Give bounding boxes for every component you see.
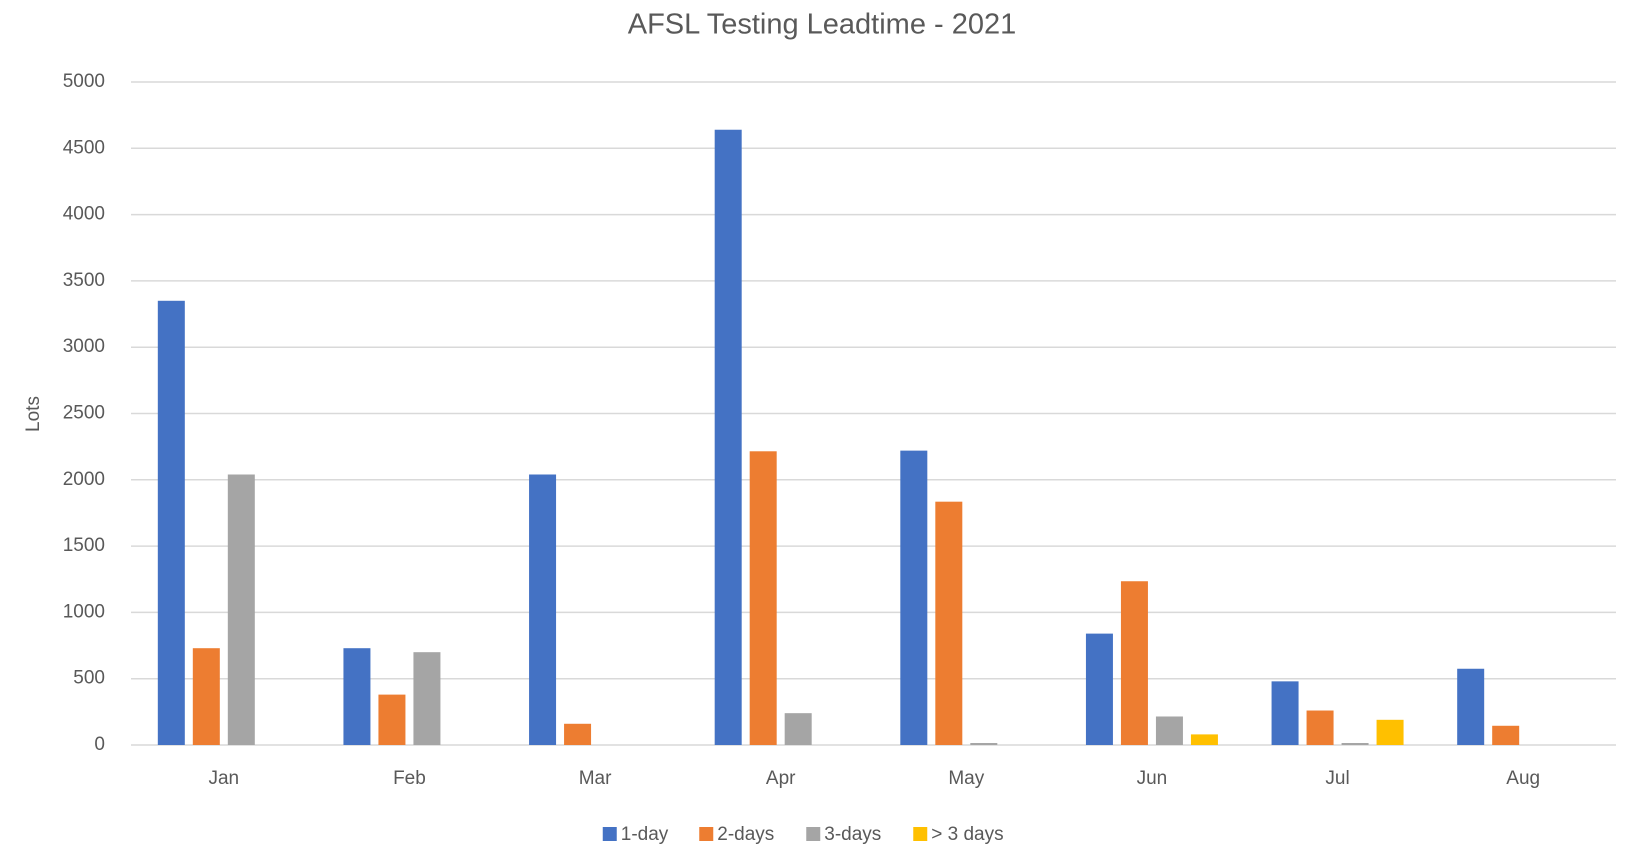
y-tick-label: 4000 bbox=[63, 204, 105, 225]
x-tick-label: Jan bbox=[208, 768, 239, 789]
bar bbox=[714, 129, 742, 746]
bar bbox=[378, 694, 406, 745]
bar bbox=[1457, 668, 1485, 745]
bar bbox=[1155, 716, 1183, 745]
bar bbox=[1376, 719, 1404, 745]
bar bbox=[192, 648, 220, 745]
x-tick-label: Aug bbox=[1506, 768, 1540, 789]
legend-swatch bbox=[602, 827, 617, 841]
y-tick-label: 0 bbox=[94, 734, 105, 755]
bar bbox=[1306, 710, 1334, 745]
x-tick-label: Jul bbox=[1325, 768, 1349, 789]
y-tick-label: 5000 bbox=[63, 71, 105, 92]
y-tick-label: 500 bbox=[73, 668, 105, 689]
y-tick-label: 2500 bbox=[63, 403, 105, 424]
bar bbox=[749, 451, 777, 745]
bar bbox=[343, 648, 371, 745]
legend-swatch bbox=[806, 827, 821, 841]
bar bbox=[413, 652, 441, 745]
x-tick-label: Jun bbox=[1137, 768, 1168, 789]
legend-label: 2-days bbox=[717, 824, 774, 845]
bar bbox=[1341, 743, 1369, 745]
bar bbox=[970, 743, 998, 745]
y-tick-label: 1500 bbox=[63, 535, 105, 556]
bar bbox=[157, 300, 185, 745]
bar bbox=[227, 474, 255, 745]
legend-swatch bbox=[699, 827, 714, 841]
bar bbox=[564, 723, 592, 745]
bar bbox=[1492, 725, 1520, 745]
bar bbox=[1120, 581, 1148, 745]
y-tick-label: 4500 bbox=[63, 137, 105, 158]
chart-title: AFSL Testing Leadtime - 2021 bbox=[628, 9, 1017, 41]
bar bbox=[935, 501, 963, 745]
y-tick-label: 3500 bbox=[63, 270, 105, 291]
y-axis-label: Lots bbox=[23, 396, 44, 432]
bar bbox=[1085, 633, 1113, 745]
y-tick-label: 1000 bbox=[63, 601, 105, 622]
bar bbox=[1271, 681, 1299, 745]
bar bbox=[1190, 734, 1218, 745]
legend-label: 3-days bbox=[824, 824, 881, 845]
bar bbox=[900, 450, 928, 745]
legend-label: > 3 days bbox=[931, 824, 1003, 845]
bar bbox=[784, 713, 812, 745]
legend-label: 1-day bbox=[621, 824, 669, 845]
legend-swatch bbox=[913, 827, 928, 841]
y-tick-label: 3000 bbox=[63, 336, 105, 357]
y-tick-label: 2000 bbox=[63, 469, 105, 490]
x-tick-label: Apr bbox=[766, 768, 796, 789]
x-tick-label: Feb bbox=[393, 768, 426, 789]
x-tick-label: May bbox=[948, 768, 984, 789]
x-tick-label: Mar bbox=[579, 768, 612, 789]
bar bbox=[529, 474, 557, 745]
